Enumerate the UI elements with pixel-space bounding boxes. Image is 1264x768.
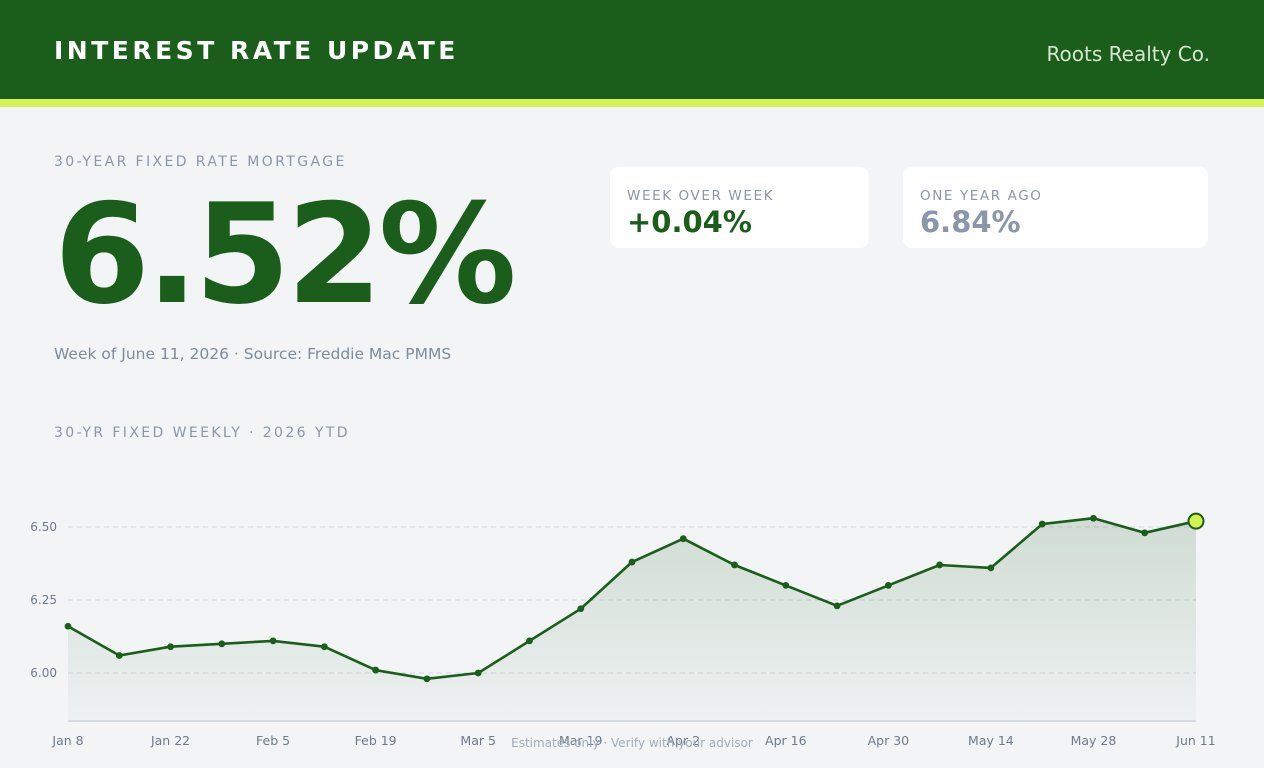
data-point <box>577 605 585 613</box>
data-point <box>1038 520 1046 528</box>
chart-area-fill <box>68 518 1196 721</box>
accent-stripe <box>0 99 1264 107</box>
data-point <box>679 535 687 543</box>
data-point <box>1141 529 1149 537</box>
data-point <box>1090 514 1097 522</box>
data-point <box>218 640 226 648</box>
data-point <box>115 652 123 659</box>
brand-name: Roots Realty Co. <box>1046 42 1210 66</box>
data-point <box>372 666 380 674</box>
x-tick-label: Feb 19 <box>355 733 397 748</box>
one-year-ago-value: 6.84% <box>920 205 1021 239</box>
chart-title: 30-YR FIXED WEEKLY · 2026 YTD <box>54 425 350 441</box>
x-tick-label: Jan 22 <box>150 733 190 748</box>
page-title: INTEREST RATE UPDATE <box>54 36 459 65</box>
x-tick-label: Jun 11 <box>1175 733 1215 748</box>
data-point <box>833 602 841 610</box>
rate-eyebrow: 30-YEAR FIXED RATE MORTGAGE <box>54 154 347 170</box>
x-tick-label: Mar 19 <box>559 733 603 748</box>
data-point <box>987 564 995 572</box>
data-point <box>936 561 944 569</box>
data-point <box>423 675 431 683</box>
data-point <box>64 622 72 630</box>
data-point <box>167 643 174 651</box>
week-over-week-label: WEEK OVER WEEK <box>627 188 775 204</box>
week-over-week-card: WEEK OVER WEEK +0.04% <box>610 167 869 248</box>
data-point <box>474 669 482 677</box>
rate-line-chart: 6.50 6.25 6.00 Jan 8 Jan 22 Feb 5 Feb 19 Mar 5… <box>30 512 1216 748</box>
data-point <box>628 558 636 566</box>
x-tick-label: Jan 8 <box>51 733 83 748</box>
y-tick-label: 6.25 <box>30 593 57 607</box>
x-tick-label: Apr 16 <box>765 733 807 748</box>
week-over-week-value: +0.04% <box>627 205 752 239</box>
data-point <box>320 643 328 651</box>
y-tick-label: 6.00 <box>30 666 57 680</box>
x-tick-label: Apr 2 <box>666 733 700 748</box>
data-point <box>782 582 790 589</box>
one-year-ago-card: ONE YEAR AGO 6.84% <box>903 167 1208 248</box>
data-point <box>269 637 277 645</box>
x-tick-label: Apr 30 <box>868 733 910 748</box>
x-tick-label: May 14 <box>968 733 1014 748</box>
data-point <box>884 582 892 589</box>
data-point <box>731 561 738 569</box>
one-year-ago-label: ONE YEAR AGO <box>920 188 1043 204</box>
x-tick-label: Mar 5 <box>460 733 496 748</box>
header-bar: INTEREST RATE UPDATE Roots Realty Co. <box>0 0 1264 99</box>
x-tick-label: May 28 <box>1071 733 1117 748</box>
current-rate: 6.52% <box>54 174 517 335</box>
latest-point-marker <box>1187 512 1205 530</box>
rate-source-note: Week of June 11, 2026 · Source: Freddie … <box>54 345 452 363</box>
footnote: Estimates only · Verify with your adviso… <box>511 736 753 750</box>
y-tick-label: 6.50 <box>30 520 57 534</box>
data-point <box>526 637 533 645</box>
x-tick-label: Feb 5 <box>256 733 290 748</box>
